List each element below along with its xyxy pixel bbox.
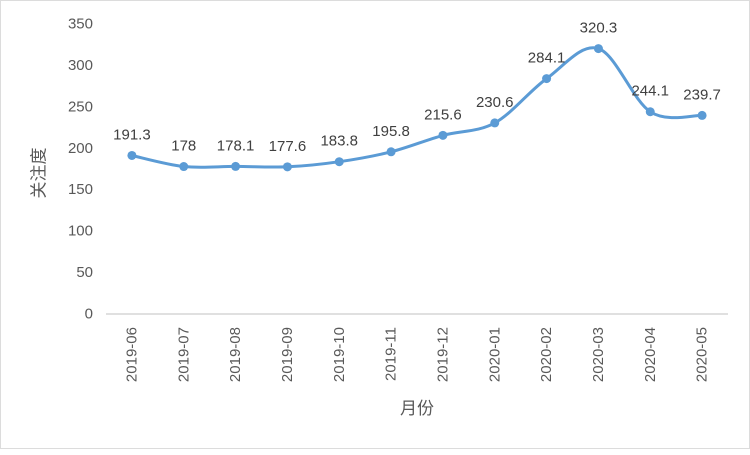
data-point-marker — [593, 44, 603, 54]
data-point-label: 230.6 — [476, 94, 514, 111]
data-point-labels: 191.3 178 178.1 177.6 183.8 195.8 215.6 230.6 28… — [113, 20, 721, 155]
y-tick-label: 0 — [85, 306, 93, 323]
data-point-label: 178.1 — [217, 137, 255, 154]
y-axis-title: 关注度 — [30, 148, 49, 199]
data-point-label: 177.6 — [269, 138, 307, 155]
x-tick-label: 2019-12 — [434, 327, 451, 382]
data-point-markers — [127, 44, 707, 172]
data-point-marker — [542, 74, 552, 84]
data-point-marker — [645, 107, 655, 117]
x-tick-label: 2019-09 — [279, 327, 296, 382]
x-tick-label: 2019-10 — [331, 327, 348, 382]
data-point-marker — [386, 147, 396, 157]
x-tick-label: 2020-03 — [590, 327, 607, 382]
y-axis-tick-labels: 0 50 100 150 200 250 300 350 — [68, 16, 93, 323]
y-tick-label: 50 — [76, 264, 93, 281]
data-point-marker — [697, 110, 707, 120]
x-axis-title: 月份 — [400, 399, 434, 418]
x-tick-label: 2020-01 — [486, 327, 503, 382]
x-tick-label: 2019-11 — [383, 327, 400, 381]
data-point-label: 195.8 — [372, 123, 410, 140]
y-tick-label: 150 — [68, 181, 93, 198]
data-point-label: 215.6 — [424, 106, 462, 123]
y-tick-label: 300 — [68, 57, 93, 74]
data-point-marker — [127, 150, 137, 160]
x-tick-label: 2019-08 — [227, 327, 244, 382]
data-point-label: 183.8 — [320, 133, 358, 150]
data-point-marker — [334, 157, 344, 167]
x-axis-tick-labels: 2019-06 2019-07 2019-08 2019-09 2019-10 2019-… — [123, 327, 710, 382]
data-point-label: 244.1 — [631, 83, 669, 100]
data-point-label: 191.3 — [113, 126, 151, 143]
data-point-label: 284.1 — [528, 50, 566, 67]
data-point-marker — [438, 130, 448, 140]
data-point-marker — [231, 161, 241, 171]
data-point-label: 239.7 — [683, 86, 721, 103]
x-tick-label: 2020-05 — [694, 327, 711, 382]
data-point-marker — [179, 162, 189, 172]
data-point-label: 178 — [171, 138, 196, 155]
data-point-marker — [490, 118, 500, 128]
data-point-marker — [282, 162, 292, 172]
y-tick-label: 350 — [68, 16, 93, 33]
x-tick-label: 2020-04 — [642, 327, 659, 382]
data-point-label: 320.3 — [580, 20, 618, 37]
y-tick-label: 200 — [68, 140, 93, 157]
x-tick-label: 2020-02 — [538, 327, 555, 382]
x-tick-label: 2019-06 — [123, 327, 140, 382]
x-tick-label: 2019-07 — [175, 327, 192, 382]
y-tick-label: 250 — [68, 98, 93, 115]
y-tick-label: 100 — [68, 223, 93, 240]
